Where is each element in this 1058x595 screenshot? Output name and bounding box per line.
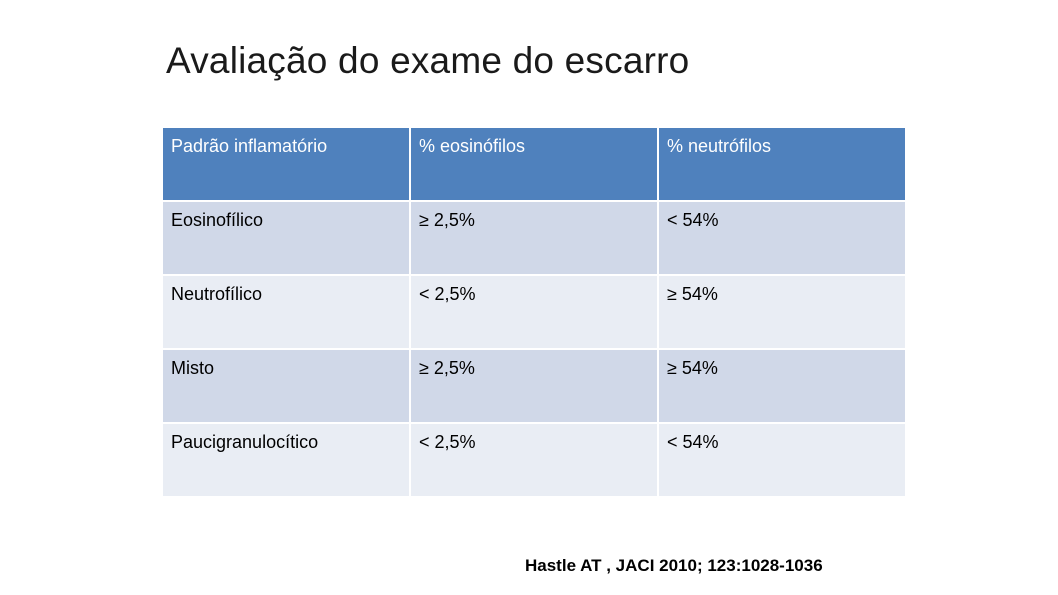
cell-eosinophils: < 2,5% (409, 422, 659, 498)
table-row: Eosinofílico ≥ 2,5% < 54% (161, 200, 907, 276)
cell-neutrophils: ≥ 54% (657, 348, 907, 424)
cell-pattern: Neutrofílico (161, 274, 411, 350)
sputum-table: Padrão inflamatório % eosinófilos % neut… (161, 126, 907, 498)
cell-pattern: Eosinofílico (161, 200, 411, 276)
header-eosinophils: % eosinófilos (409, 126, 659, 202)
cell-pattern: Paucigranulocítico (161, 422, 411, 498)
cell-neutrophils: < 54% (657, 422, 907, 498)
cell-eosinophils: ≥ 2,5% (409, 348, 659, 424)
cell-neutrophils: < 54% (657, 200, 907, 276)
table-row: Neutrofílico < 2,5% ≥ 54% (161, 274, 907, 350)
header-inflammatory-pattern: Padrão inflamatório (161, 126, 411, 202)
table-row: Paucigranulocítico < 2,5% < 54% (161, 422, 907, 498)
cell-neutrophils: ≥ 54% (657, 274, 907, 350)
cell-eosinophils: ≥ 2,5% (409, 200, 659, 276)
cell-eosinophils: < 2,5% (409, 274, 659, 350)
header-neutrophils: % neutrófilos (657, 126, 907, 202)
slide-title: Avaliação do exame do escarro (166, 40, 690, 81)
citation: Hastle AT , JACI 2010; 123:1028-1036 (525, 556, 823, 575)
table-row: Misto ≥ 2,5% ≥ 54% (161, 348, 907, 424)
cell-pattern: Misto (161, 348, 411, 424)
table-header-row: Padrão inflamatório % eosinófilos % neut… (161, 126, 907, 202)
